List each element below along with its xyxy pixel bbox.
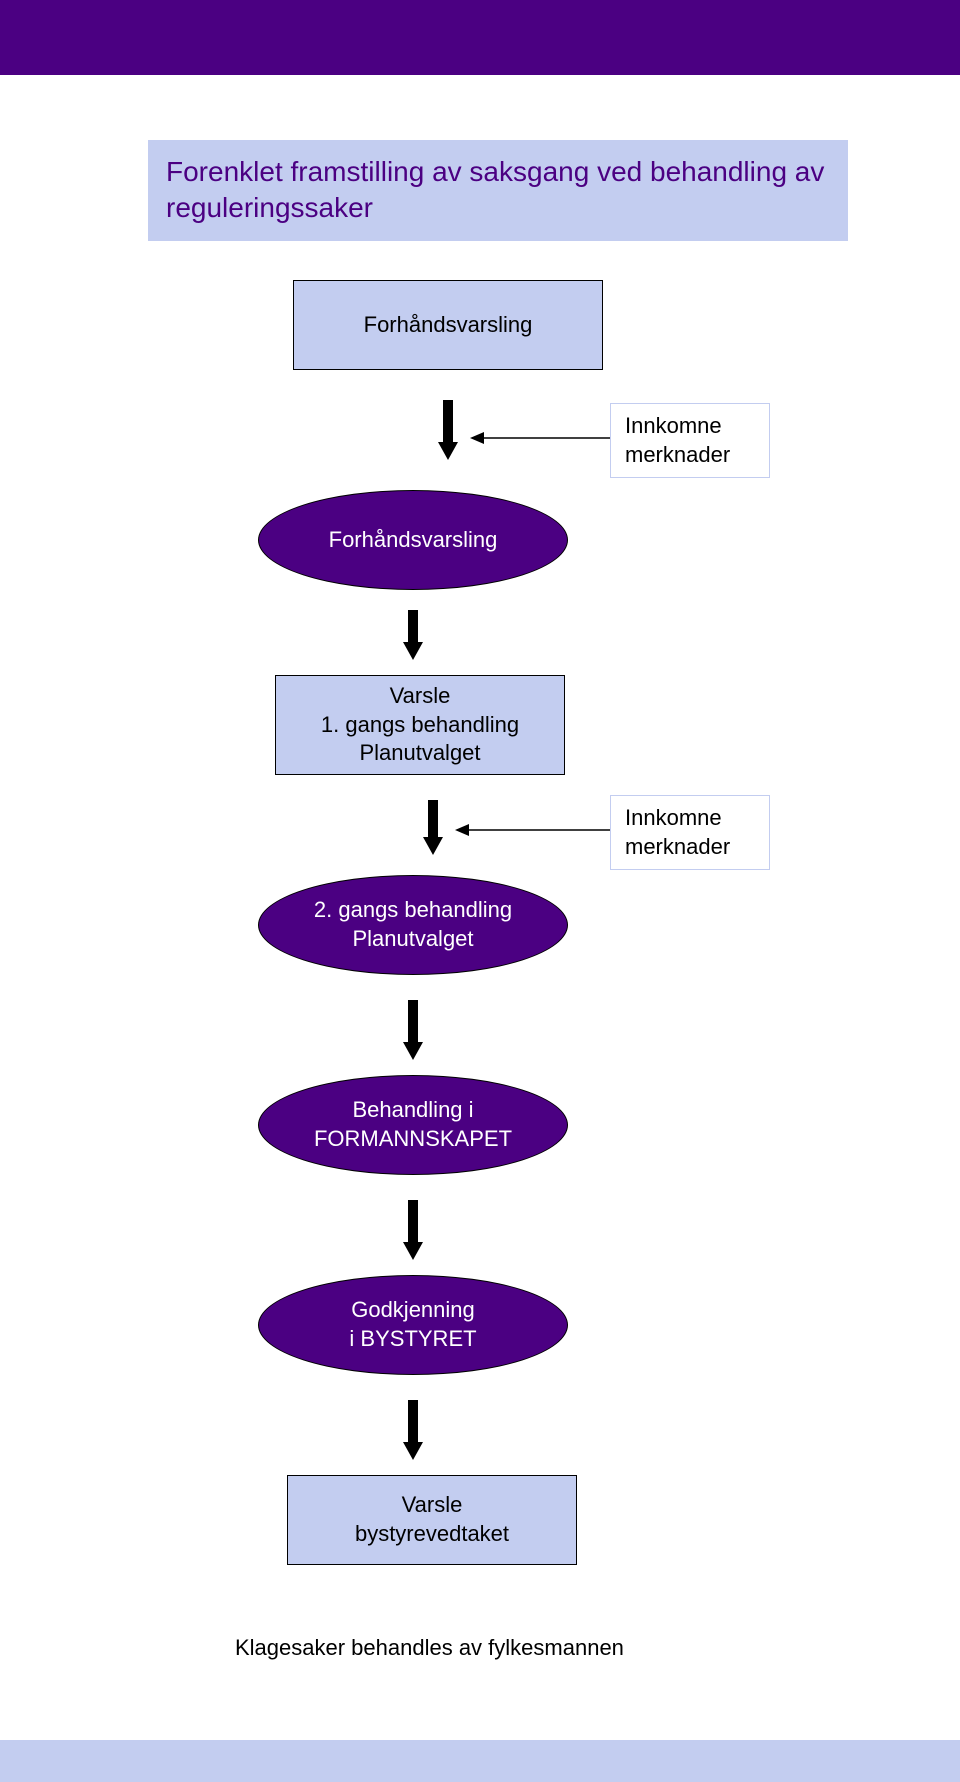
node-n2: Forhåndsvarsling bbox=[258, 490, 568, 590]
arrow-down-icon bbox=[438, 400, 458, 460]
node-n3: Varsle 1. gangs behandling Planutvalget bbox=[275, 675, 565, 775]
arrow-down-icon bbox=[403, 1400, 423, 1460]
arrow-down-icon bbox=[423, 800, 443, 855]
node-label: Varsle 1. gangs behandling Planutvalget bbox=[311, 682, 529, 768]
node-n4: 2. gangs behandling Planutvalget bbox=[258, 875, 568, 975]
bottom-banner bbox=[0, 1740, 960, 1782]
node-n7: Varsle bystyrevedtaket bbox=[287, 1475, 577, 1565]
title-text: Forenklet framstilling av saksgang ved b… bbox=[166, 156, 824, 223]
footer-note: Klagesaker behandles av fylkesmannen bbox=[235, 1635, 624, 1661]
title-box: Forenklet framstilling av saksgang ved b… bbox=[148, 140, 848, 241]
node-n1: Forhåndsvarsling bbox=[293, 280, 603, 370]
note-label: Innkomne merknader bbox=[625, 805, 730, 859]
node-label: Forhåndsvarsling bbox=[319, 526, 508, 555]
note-note1: Innkomne merknader bbox=[610, 403, 770, 478]
node-label: Behandling i FORMANNSKAPET bbox=[304, 1096, 522, 1153]
note-note2: Innkomne merknader bbox=[610, 795, 770, 870]
node-label: Varsle bystyrevedtaket bbox=[345, 1491, 519, 1548]
node-label: Forhåndsvarsling bbox=[354, 311, 543, 340]
arrow-down-icon bbox=[403, 610, 423, 660]
node-label: Godkjenning i BYSTYRET bbox=[339, 1296, 486, 1353]
arrow-left-icon bbox=[470, 432, 484, 444]
arrow-down-icon bbox=[403, 1200, 423, 1260]
node-n5: Behandling i FORMANNSKAPET bbox=[258, 1075, 568, 1175]
top-banner bbox=[0, 0, 960, 75]
footer-note-text: Klagesaker behandles av fylkesmannen bbox=[235, 1635, 624, 1660]
node-n6: Godkjenning i BYSTYRET bbox=[258, 1275, 568, 1375]
note-label: Innkomne merknader bbox=[625, 413, 730, 467]
arrow-left-icon bbox=[455, 824, 469, 836]
arrow-down-icon bbox=[403, 1000, 423, 1060]
node-label: 2. gangs behandling Planutvalget bbox=[304, 896, 522, 953]
